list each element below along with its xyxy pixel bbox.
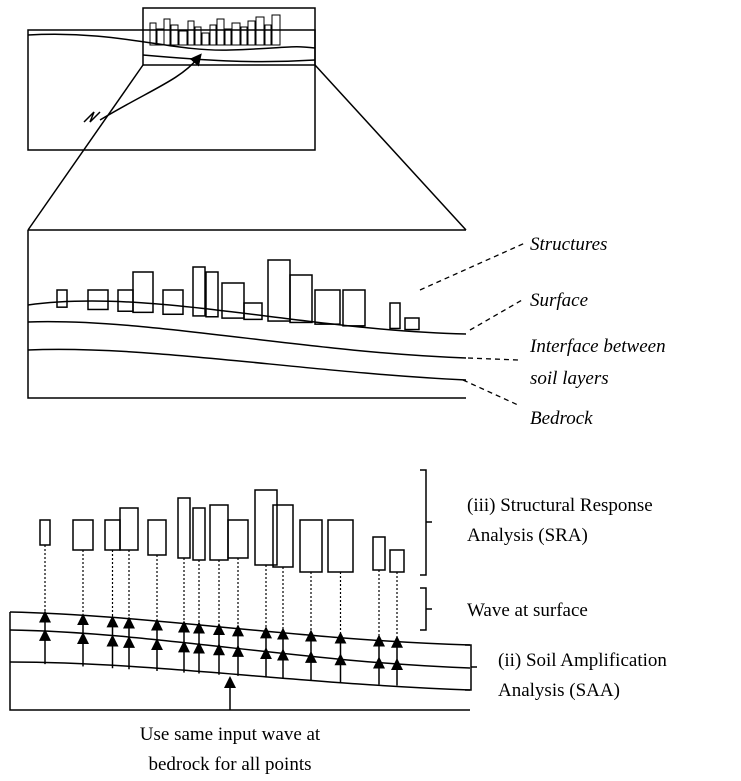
- building: [179, 31, 187, 45]
- building: [163, 290, 183, 314]
- diagram: Structures Surface Interface between soi…: [0, 0, 741, 781]
- saa-label: Analysis (SAA): [498, 680, 620, 701]
- building: [273, 505, 293, 567]
- building: [390, 550, 404, 572]
- building: [150, 23, 156, 45]
- bedrock-label: Bedrock: [530, 408, 593, 429]
- building: [120, 508, 138, 550]
- building: [210, 505, 228, 560]
- building: [225, 29, 231, 45]
- building: [171, 25, 178, 45]
- building: [193, 508, 205, 560]
- building: [57, 290, 67, 307]
- building: [164, 19, 170, 45]
- building: [228, 520, 248, 558]
- wave-surface-label: Wave at surface: [467, 600, 588, 621]
- building: [328, 520, 353, 572]
- building: [244, 303, 262, 319]
- building: [405, 318, 419, 330]
- building: [256, 17, 264, 45]
- building: [88, 290, 108, 309]
- building: [73, 520, 93, 550]
- zoom-panel: [28, 230, 466, 398]
- building: [118, 290, 133, 311]
- building: [133, 272, 153, 312]
- structures-label: Structures: [530, 234, 607, 255]
- building: [248, 21, 255, 45]
- building: [178, 498, 190, 558]
- caption: Use same input wave at: [140, 724, 321, 745]
- building: [202, 33, 209, 45]
- building: [157, 29, 164, 45]
- building: [148, 520, 166, 555]
- building: [315, 290, 340, 324]
- building: [210, 25, 216, 45]
- building: [343, 290, 365, 326]
- building: [390, 303, 400, 328]
- building: [268, 260, 290, 321]
- overview: [28, 8, 466, 230]
- building: [188, 21, 194, 45]
- sra-label: Analysis (SRA): [467, 525, 588, 546]
- sra-label: (iii) Structural Response: [467, 495, 653, 516]
- interface-label: soil layers: [530, 368, 609, 389]
- building: [373, 537, 385, 570]
- building: [217, 19, 224, 45]
- caption: bedrock for all points: [148, 754, 311, 775]
- saa-label: (ii) Soil Amplification: [498, 650, 667, 671]
- building: [300, 520, 322, 572]
- building: [265, 25, 271, 45]
- building: [290, 275, 312, 322]
- interface-label: Interface between: [529, 336, 666, 357]
- building: [105, 520, 120, 550]
- building: [232, 23, 240, 45]
- analysis-panel: [10, 470, 477, 710]
- surface-label: Surface: [530, 290, 588, 311]
- building: [40, 520, 50, 545]
